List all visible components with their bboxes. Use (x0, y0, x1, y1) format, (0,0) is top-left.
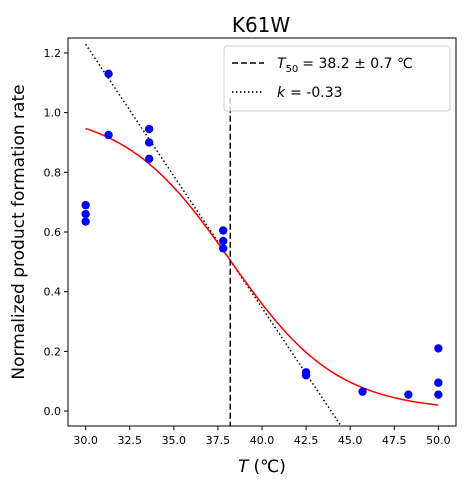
data-point (434, 344, 443, 353)
x-tick-label: 40.0 (250, 434, 275, 447)
plot-content (81, 43, 443, 426)
y-axis-label: Normalized product formation rate (9, 84, 29, 379)
legend-slope-label: k = -0.33 (277, 85, 343, 101)
data-point (144, 138, 154, 147)
legend-t50-label: T50 = 38.2 ± 0.7 ℃ (277, 56, 413, 75)
y-tick-label: 1.2 (44, 47, 62, 60)
data-point (219, 236, 228, 246)
y-tick-label: 0.6 (44, 226, 62, 239)
legend-t50-value: = 38.2 ± 0.7 ℃ (302, 56, 412, 72)
y-tick-label: 0.0 (44, 405, 62, 418)
data-point (219, 244, 228, 253)
x-tick-label: 42.5 (294, 434, 319, 447)
data-point (81, 209, 90, 219)
data-point (404, 390, 413, 399)
x-tick-label: 30.0 (73, 434, 98, 447)
x-tick-label: 37.5 (206, 434, 231, 447)
legend-t50-symbol: T (277, 56, 287, 72)
legend-slope-symbol: k (277, 85, 286, 101)
x-tick-label: 32.5 (117, 434, 142, 447)
data-point (104, 130, 113, 140)
y-tick-label: 1.0 (44, 107, 62, 120)
data-point (81, 200, 90, 210)
x-tick-label: 50.0 (426, 434, 451, 447)
legend-slope-value: = -0.33 (290, 85, 342, 101)
x-axis-label-symbol: T (238, 457, 250, 477)
x-axis-ticks: 30.0 32.5 35.0 37.5 40.0 42.5 45.0 47.5 50.0 (73, 426, 451, 447)
legend-t50-subscript: 50 (286, 64, 299, 75)
legend-box (223, 45, 451, 112)
x-tick-label: 47.5 (382, 434, 407, 447)
chart-title: K61W (232, 13, 291, 37)
y-tick-label: 0.2 (44, 345, 62, 358)
data-point (144, 154, 154, 164)
x-axis-label-unit: (℃) (254, 457, 286, 477)
data-point (104, 69, 113, 79)
data-point (434, 390, 443, 399)
x-tick-label: 45.0 (338, 434, 363, 447)
x-axis-label: T (℃) (238, 457, 286, 477)
data-point (144, 124, 154, 134)
y-tick-label: 0.4 (44, 286, 62, 299)
data-point (434, 378, 443, 387)
legend: T50 = 38.2 ± 0.7 ℃ k = -0.33 (223, 45, 451, 112)
data-point (219, 226, 228, 235)
y-axis-ticks: 0.0 0.2 0.4 0.6 0.8 1.0 1.2 (44, 47, 68, 418)
y-tick-label: 0.8 (44, 166, 62, 179)
data-point (301, 371, 311, 380)
data-point (81, 217, 90, 226)
fit-curve (85, 127, 439, 406)
x-tick-label: 35.0 (162, 434, 187, 447)
plot-area (81, 43, 443, 426)
data-point (358, 387, 367, 396)
